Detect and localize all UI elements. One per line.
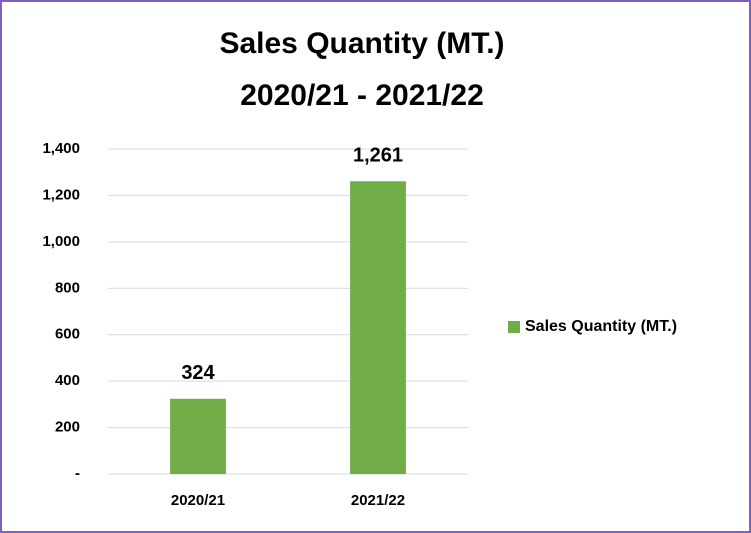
data-label: 324 — [181, 362, 215, 384]
y-tick-label: 1,000 — [42, 233, 80, 250]
x-tick-label: 2020/21 — [171, 492, 225, 509]
y-tick-label: - — [75, 465, 80, 482]
y-tick-label: 1,400 — [42, 140, 80, 157]
x-tick-label: 2021/22 — [351, 492, 405, 509]
bar — [350, 181, 406, 474]
chart-title: Sales Quantity (MT.) — [219, 27, 504, 60]
y-tick-label: 1,200 — [42, 186, 80, 203]
bar — [170, 398, 226, 474]
legend-label: Sales Quantity (MT.) — [525, 318, 677, 335]
y-tick-label: 800 — [55, 279, 80, 296]
chart-subtitle: 2020/21 - 2021/22 — [240, 79, 484, 112]
legend-swatch — [508, 321, 520, 333]
y-tick-label: 200 — [55, 419, 80, 436]
y-tick-label: 400 — [55, 372, 80, 389]
y-tick-label: 600 — [55, 326, 80, 343]
data-label: 1,261 — [353, 145, 403, 167]
